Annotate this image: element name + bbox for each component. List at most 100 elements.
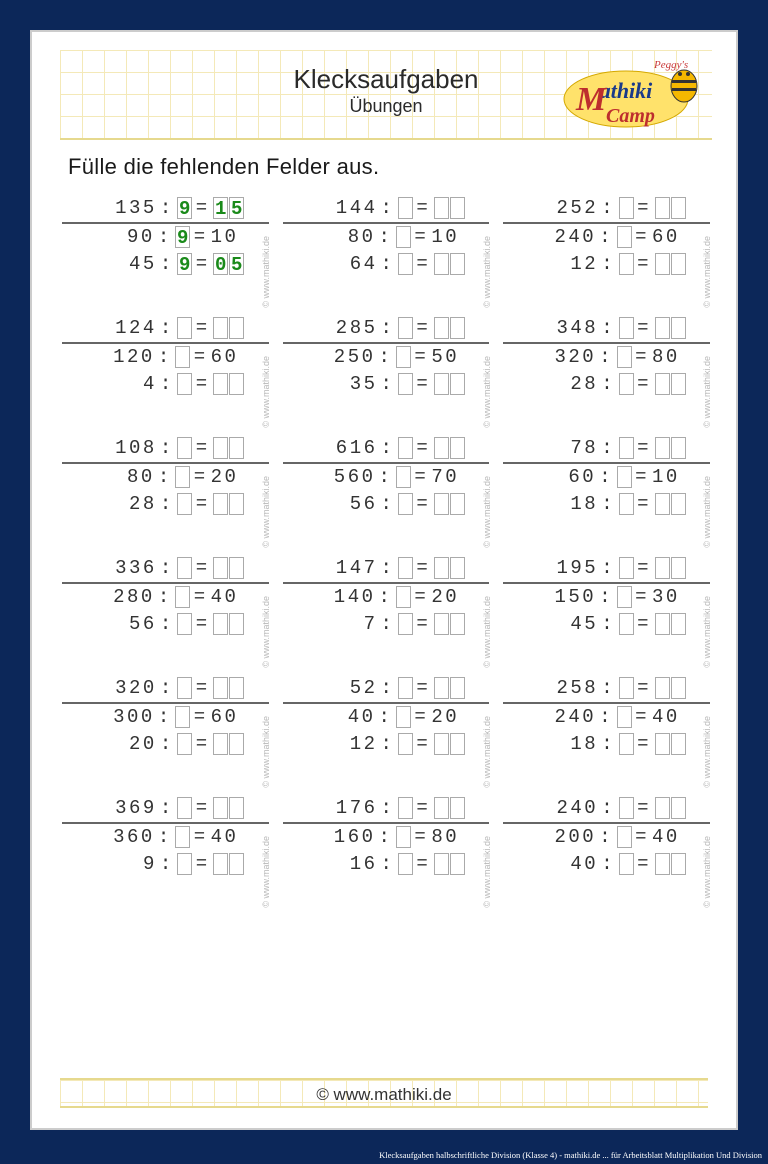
divisor-box[interactable] xyxy=(619,197,634,219)
result-box[interactable] xyxy=(434,317,449,339)
result-box[interactable] xyxy=(450,317,465,339)
divisor-box[interactable] xyxy=(175,586,190,608)
divisor-box[interactable] xyxy=(177,733,192,755)
result-box[interactable] xyxy=(434,677,449,699)
divisor-box[interactable] xyxy=(398,613,413,635)
divisor-box[interactable] xyxy=(398,733,413,755)
result-box[interactable] xyxy=(671,437,686,459)
result-box[interactable] xyxy=(450,733,465,755)
divisor-box[interactable] xyxy=(398,797,413,819)
divisor-box[interactable] xyxy=(617,706,632,728)
result-box[interactable] xyxy=(655,677,670,699)
divisor-box[interactable] xyxy=(398,437,413,459)
result-box[interactable] xyxy=(655,733,670,755)
result-box[interactable] xyxy=(671,253,686,275)
divisor-box[interactable] xyxy=(617,346,632,368)
result-box[interactable] xyxy=(229,853,244,875)
divisor-box[interactable] xyxy=(177,613,192,635)
divisor-box[interactable] xyxy=(398,853,413,875)
divisor-box[interactable] xyxy=(398,557,413,579)
divisor-box[interactable] xyxy=(177,677,192,699)
result-box[interactable] xyxy=(213,677,228,699)
result-box[interactable] xyxy=(671,493,686,515)
divisor-box[interactable] xyxy=(619,733,634,755)
result-box[interactable] xyxy=(229,373,244,395)
result-box[interactable] xyxy=(229,437,244,459)
divisor-box[interactable] xyxy=(617,586,632,608)
divisor-box[interactable] xyxy=(619,797,634,819)
divisor-box[interactable] xyxy=(619,557,634,579)
divisor-box[interactable] xyxy=(177,853,192,875)
divisor-box[interactable] xyxy=(619,853,634,875)
result-box[interactable] xyxy=(450,853,465,875)
result-box[interactable] xyxy=(655,853,670,875)
result-box[interactable] xyxy=(655,373,670,395)
result-box[interactable] xyxy=(434,797,449,819)
result-box[interactable] xyxy=(671,557,686,579)
result-box[interactable] xyxy=(671,677,686,699)
result-box[interactable] xyxy=(655,253,670,275)
result-box[interactable] xyxy=(655,557,670,579)
divisor-box[interactable] xyxy=(175,346,190,368)
result-box[interactable] xyxy=(450,677,465,699)
result-box[interactable] xyxy=(450,493,465,515)
divisor-box[interactable] xyxy=(619,253,634,275)
divisor-box[interactable] xyxy=(398,373,413,395)
result-box[interactable] xyxy=(213,557,228,579)
divisor-box[interactable] xyxy=(177,437,192,459)
result-box[interactable] xyxy=(671,317,686,339)
result-box[interactable] xyxy=(213,437,228,459)
result-box[interactable] xyxy=(655,437,670,459)
result-box[interactable] xyxy=(655,197,670,219)
result-box[interactable] xyxy=(450,797,465,819)
result-box[interactable] xyxy=(434,493,449,515)
result-box[interactable]: 5 xyxy=(229,197,244,219)
result-box[interactable] xyxy=(434,557,449,579)
divisor-box[interactable]: 9 xyxy=(177,253,192,275)
divisor-box[interactable] xyxy=(177,797,192,819)
result-box[interactable] xyxy=(671,853,686,875)
divisor-box[interactable] xyxy=(396,586,411,608)
divisor-box[interactable] xyxy=(175,706,190,728)
divisor-box[interactable]: 9 xyxy=(177,197,192,219)
divisor-box[interactable] xyxy=(619,677,634,699)
result-box[interactable] xyxy=(434,197,449,219)
result-box[interactable] xyxy=(671,797,686,819)
result-box[interactable] xyxy=(655,317,670,339)
divisor-box[interactable] xyxy=(617,226,632,248)
result-box[interactable] xyxy=(450,613,465,635)
result-box[interactable] xyxy=(434,437,449,459)
divisor-box[interactable] xyxy=(398,197,413,219)
result-box[interactable] xyxy=(434,253,449,275)
result-box[interactable] xyxy=(229,493,244,515)
result-box[interactable]: 1 xyxy=(213,197,228,219)
divisor-box[interactable] xyxy=(177,373,192,395)
divisor-box[interactable]: 9 xyxy=(175,226,190,248)
result-box[interactable] xyxy=(450,373,465,395)
divisor-box[interactable] xyxy=(177,493,192,515)
result-box[interactable] xyxy=(655,613,670,635)
result-box[interactable] xyxy=(229,797,244,819)
result-box[interactable] xyxy=(213,317,228,339)
result-box[interactable]: 0 xyxy=(213,253,228,275)
result-box[interactable] xyxy=(229,733,244,755)
result-box[interactable] xyxy=(434,853,449,875)
divisor-box[interactable] xyxy=(619,373,634,395)
result-box[interactable] xyxy=(655,797,670,819)
result-box[interactable] xyxy=(229,677,244,699)
divisor-box[interactable] xyxy=(175,826,190,848)
divisor-box[interactable] xyxy=(396,706,411,728)
result-box[interactable] xyxy=(671,373,686,395)
result-box[interactable] xyxy=(213,493,228,515)
divisor-box[interactable] xyxy=(617,466,632,488)
divisor-box[interactable] xyxy=(398,317,413,339)
divisor-box[interactable] xyxy=(619,317,634,339)
divisor-box[interactable] xyxy=(177,317,192,339)
result-box[interactable] xyxy=(213,733,228,755)
result-box[interactable] xyxy=(229,557,244,579)
divisor-box[interactable] xyxy=(619,613,634,635)
result-box[interactable] xyxy=(213,373,228,395)
result-box[interactable] xyxy=(655,493,670,515)
divisor-box[interactable] xyxy=(396,466,411,488)
result-box[interactable] xyxy=(450,197,465,219)
